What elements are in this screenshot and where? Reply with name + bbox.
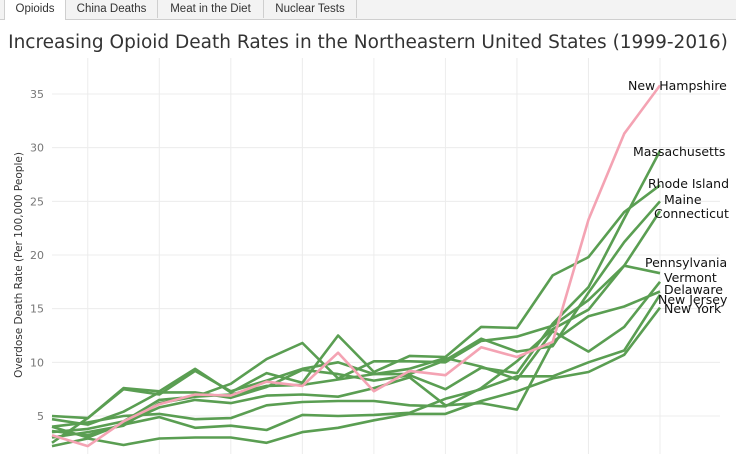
tab-opioids[interactable]: Opioids xyxy=(4,0,66,20)
series-labels: New Hampshire Massachusetts Rhode IslandMa… xyxy=(628,78,729,316)
series-label-new-jersey: New Jersey xyxy=(658,292,728,307)
tab-bar: Opioids China Deaths Meat in the Diet Nu… xyxy=(0,0,736,20)
series-line-connecticut[interactable] xyxy=(51,210,662,428)
series-label-massachusetts: Massachusetts xyxy=(633,144,725,159)
tab-nuclear-tests[interactable]: Nuclear Tests xyxy=(264,0,357,18)
y-tick-label: 35 xyxy=(30,88,44,101)
y-axis-ticks: 5 10 15 20 25 30 35 xyxy=(30,88,44,423)
y-tick-label: 10 xyxy=(30,356,44,369)
y-axis-label: Overdose Death Rate (Per 100,000 People) xyxy=(13,152,25,378)
y-tick-label: 30 xyxy=(30,142,44,155)
series-line-new-jersey[interactable] xyxy=(51,293,662,437)
chart-title: Increasing Opioid Death Rates in the Nor… xyxy=(8,32,728,53)
series-label-pennsylvania: Pennsylvania xyxy=(645,255,727,270)
y-tick-label: 15 xyxy=(30,303,44,316)
series-line-new-york[interactable] xyxy=(51,306,662,448)
series-label-connecticut: Connecticut xyxy=(654,206,729,221)
series-label-maine: Maine xyxy=(664,192,702,207)
series-label-rhode-island: Rhode Island xyxy=(648,176,729,191)
series-line-rhode-island[interactable] xyxy=(51,184,661,420)
series-label-delaware: Delaware xyxy=(664,282,723,297)
series-line-new-hampshire[interactable] xyxy=(51,84,662,448)
y-tick-label: 25 xyxy=(30,195,44,208)
series-label-vermont: Vermont xyxy=(664,270,717,285)
series-label-new-york: New York xyxy=(664,301,722,316)
y-tick-label: 20 xyxy=(30,249,44,262)
series-line-delaware[interactable] xyxy=(51,290,661,439)
series-lines xyxy=(51,84,662,448)
series-line-vermont[interactable] xyxy=(51,280,662,444)
tab-meat-in-the-diet[interactable]: Meat in the Diet xyxy=(158,0,264,18)
series-label-new-hampshire: New Hampshire xyxy=(628,78,727,93)
y-tick-label: 5 xyxy=(37,410,44,423)
tab-china-deaths[interactable]: China Deaths xyxy=(66,0,158,18)
